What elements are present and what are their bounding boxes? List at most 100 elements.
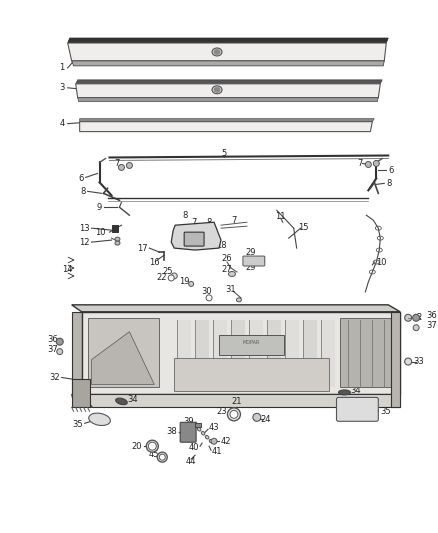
Ellipse shape [230,410,238,418]
FancyBboxPatch shape [336,398,378,421]
Ellipse shape [127,163,132,168]
Text: 33: 33 [413,357,424,366]
Text: 36: 36 [426,311,437,320]
FancyBboxPatch shape [243,256,265,266]
Text: 1: 1 [60,63,65,72]
Text: 28: 28 [255,255,266,264]
Text: 21: 21 [232,397,242,406]
Text: 14: 14 [62,265,72,274]
Text: 8: 8 [80,187,85,196]
Text: 34: 34 [350,386,361,395]
FancyBboxPatch shape [267,320,281,387]
Ellipse shape [373,160,379,166]
Polygon shape [92,332,154,384]
Ellipse shape [89,413,110,425]
Ellipse shape [168,275,174,281]
Ellipse shape [205,435,209,439]
Text: 26: 26 [222,254,232,263]
Text: 37: 37 [47,345,58,354]
Text: 32: 32 [49,373,60,382]
Polygon shape [76,84,380,98]
Polygon shape [171,222,221,250]
Text: 24: 24 [261,415,271,424]
Text: 30: 30 [202,287,212,296]
Text: 4: 4 [60,119,65,128]
Text: 45: 45 [149,450,159,459]
Ellipse shape [339,390,350,395]
Text: 7: 7 [231,216,237,225]
Polygon shape [72,312,81,394]
Text: 44: 44 [186,457,196,466]
Text: 6: 6 [388,166,394,175]
Text: 15: 15 [298,223,309,232]
FancyBboxPatch shape [180,422,196,442]
Polygon shape [72,379,90,407]
FancyBboxPatch shape [184,232,204,246]
Ellipse shape [148,442,156,450]
Text: 20: 20 [132,442,142,451]
Text: 19: 19 [179,278,189,286]
Ellipse shape [237,298,241,302]
Text: 10: 10 [376,257,387,266]
Ellipse shape [212,86,222,94]
Polygon shape [391,312,400,407]
Ellipse shape [413,314,420,321]
Ellipse shape [405,314,412,321]
Text: 36: 36 [47,335,58,344]
Text: 5: 5 [221,149,226,158]
Ellipse shape [214,87,220,92]
Text: 8: 8 [183,211,188,220]
Text: MOPAR: MOPAR [242,340,260,345]
Ellipse shape [57,349,63,354]
Polygon shape [78,98,378,102]
Ellipse shape [198,427,201,431]
Text: 8: 8 [206,217,212,227]
Polygon shape [80,119,374,122]
Polygon shape [219,335,284,354]
Text: 37: 37 [426,321,437,330]
Ellipse shape [115,237,120,241]
Text: 29: 29 [246,263,256,272]
Text: 16: 16 [149,257,159,266]
FancyBboxPatch shape [321,320,335,387]
Text: 2: 2 [416,313,421,322]
Ellipse shape [146,440,158,452]
Text: 7: 7 [191,217,197,227]
FancyBboxPatch shape [285,320,299,387]
Text: 31: 31 [226,285,236,294]
Text: 3: 3 [59,83,65,92]
Ellipse shape [405,358,412,365]
Polygon shape [88,318,159,387]
Ellipse shape [56,338,63,345]
Polygon shape [72,394,92,407]
Text: 43: 43 [209,423,220,432]
Ellipse shape [214,50,220,54]
Text: 39: 39 [184,417,194,426]
Ellipse shape [118,165,124,171]
Text: 29: 29 [246,247,256,256]
Text: 7: 7 [358,159,363,168]
FancyBboxPatch shape [303,320,317,387]
Ellipse shape [209,439,213,443]
Polygon shape [80,122,372,132]
Polygon shape [81,312,400,394]
Text: 22: 22 [156,273,166,282]
FancyBboxPatch shape [177,320,191,387]
Text: 27: 27 [222,265,232,274]
Ellipse shape [157,452,167,462]
Ellipse shape [115,241,120,245]
Text: 38: 38 [166,427,177,436]
Polygon shape [68,43,386,61]
Text: 12: 12 [79,238,90,247]
FancyBboxPatch shape [112,225,118,232]
Text: 9: 9 [96,203,102,212]
Text: 8: 8 [386,179,392,188]
FancyBboxPatch shape [195,320,209,387]
Polygon shape [72,61,384,66]
Polygon shape [76,80,382,84]
Text: 6: 6 [78,174,84,183]
Text: 23: 23 [216,407,227,416]
Text: 35: 35 [72,420,83,429]
FancyBboxPatch shape [213,320,227,387]
Ellipse shape [365,161,371,167]
